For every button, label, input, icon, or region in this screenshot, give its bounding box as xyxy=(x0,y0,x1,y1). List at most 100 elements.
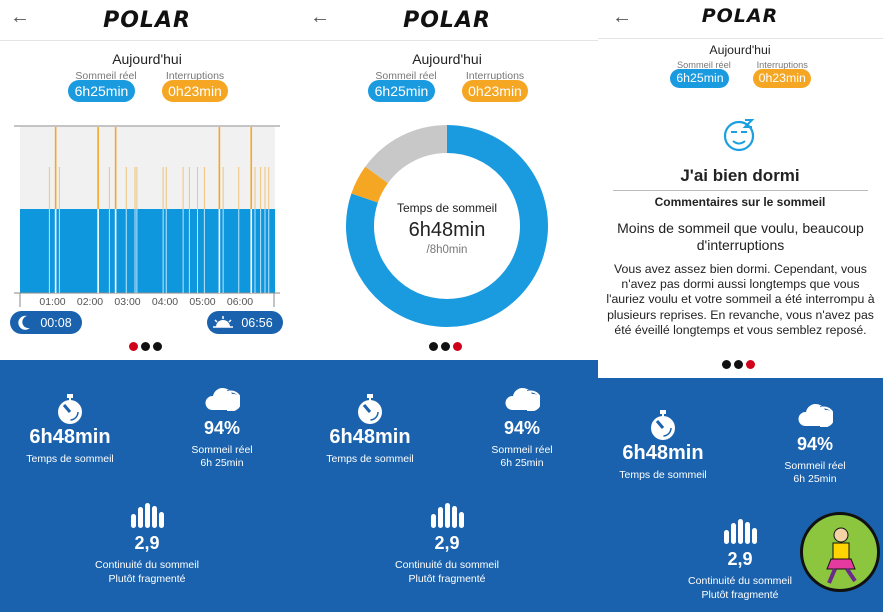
real-sleep-percent: 94% xyxy=(796,434,834,454)
page-dot[interactable] xyxy=(746,360,755,369)
sleep-time-value: 6h48min xyxy=(622,442,704,464)
page-dot[interactable] xyxy=(734,360,743,369)
x-tick-label: 02:00 xyxy=(76,296,104,308)
panel-sleep-timeline: ← POLAR Aujourd'hui Sommeil réel Interruptio… xyxy=(0,0,298,612)
donut-slice xyxy=(365,125,448,184)
donut-slice xyxy=(346,125,548,327)
header-divider xyxy=(298,40,598,41)
polar-logo: POLAR xyxy=(403,8,491,33)
page-dot[interactable] xyxy=(129,342,138,351)
page-dot[interactable] xyxy=(429,342,438,351)
page-dot[interactable] xyxy=(453,342,462,351)
date-label: Aujourd'hui xyxy=(112,51,182,67)
donut-goal: /8h0min xyxy=(426,244,468,256)
real-sleep-label: Sommeil réel xyxy=(75,70,137,82)
cloud-icon xyxy=(204,384,242,414)
page-dot[interactable] xyxy=(722,360,731,369)
real-sleep-percent: 94% xyxy=(203,418,241,438)
continuity-description: Plutôt fragmenté xyxy=(701,589,779,601)
real-sleep-stat-time: 6h 25min xyxy=(200,457,244,469)
x-tick-label: 05:00 xyxy=(189,296,216,308)
page-dot[interactable] xyxy=(153,342,162,351)
moon-icon xyxy=(16,314,32,331)
interruptions-pill: 0h23min xyxy=(753,68,812,88)
stopwatch-icon xyxy=(646,408,680,442)
real-sleep-stat-label: Sommeil réel xyxy=(491,444,553,456)
real-sleep-stat-time: 6h 25min xyxy=(500,457,544,469)
polar-logo: POLAR xyxy=(103,8,191,33)
sleep-donut-chart xyxy=(298,0,598,360)
runner-cartoon-icon xyxy=(821,525,861,585)
runner-life-watermark xyxy=(800,512,880,592)
feedback-title: J'ai bien dormi xyxy=(680,166,800,185)
sleep-timeline-chart xyxy=(0,125,298,310)
feedback-body: Vous avez assez bien dormi. Cependant, v… xyxy=(606,262,875,337)
date-label: Aujourd'hui xyxy=(709,43,771,57)
real-sleep-label: Sommeil réel xyxy=(676,59,731,70)
panel-sleep-feedback: ← POLAR Aujourd'hui Sommeil réel Interruptio… xyxy=(598,0,883,612)
real-sleep-pill: 6h25min xyxy=(68,80,135,102)
stopwatch-icon xyxy=(53,392,87,426)
x-tick-label: 06:00 xyxy=(226,296,254,308)
x-tick-label: 01:00 xyxy=(39,296,66,308)
interruptions-label: Interruptions xyxy=(165,70,225,82)
sleepy-smiley-icon xyxy=(723,118,757,152)
sleep-time-value: 6h48min xyxy=(329,426,411,448)
continuity-label: Continuité du sommeil xyxy=(688,575,792,587)
sleep-time-value: 6h48min xyxy=(29,426,111,448)
page-indicator[interactable] xyxy=(722,360,758,370)
continuity-description: Plutôt fragmenté xyxy=(408,573,486,585)
wake-time-value: 06:56 xyxy=(241,315,273,330)
continuity-value: 2,9 xyxy=(434,533,460,553)
polar-logo: POLAR xyxy=(701,5,779,27)
stats-panel xyxy=(298,360,598,612)
continuity-value: 2,9 xyxy=(727,549,753,569)
cloud-icon xyxy=(504,384,542,414)
page-dot[interactable] xyxy=(141,342,150,351)
sleep-time-label: Temps de sommeil xyxy=(326,453,414,465)
real-sleep-stat-label: Sommeil réel xyxy=(191,444,253,456)
real-sleep-stat-label: Sommeil réel xyxy=(784,460,846,472)
stats-panel xyxy=(0,360,298,612)
page-indicator[interactable] xyxy=(129,342,165,352)
header-divider xyxy=(598,38,883,39)
donut-slice xyxy=(351,166,389,204)
date-label: Aujourd'hui xyxy=(412,51,482,67)
bedtime-pill: 00:08 xyxy=(10,311,82,334)
interruptions-label: Interruptions xyxy=(465,70,525,82)
real-sleep-pill: 6h25min xyxy=(670,68,730,88)
continuity-label: Continuité du sommeil xyxy=(395,559,499,571)
x-tick-label: 04:00 xyxy=(151,296,179,308)
back-button[interactable]: ← xyxy=(310,6,330,28)
panel-sleep-donut: ← POLAR Aujourd'hui Sommeil réel Interruptio… xyxy=(298,0,598,612)
donut-value: 6h48min xyxy=(408,219,486,241)
interruptions-label: Interruptions xyxy=(756,59,808,70)
x-tick-label: 03:00 xyxy=(114,296,141,308)
continuity-bars-icon xyxy=(129,500,166,530)
interruptions-pill: 0h23min xyxy=(462,80,528,102)
real-sleep-stat-time: 6h 25min xyxy=(793,473,837,485)
real-sleep-pill: 6h25min xyxy=(368,80,435,102)
feedback-section-title: Commentaires sur le sommeil xyxy=(654,195,826,209)
continuity-label: Continuité du sommeil xyxy=(95,559,199,571)
sleep-time-label: Temps de sommeil xyxy=(26,453,114,465)
continuity-bars-icon xyxy=(722,516,759,546)
back-button[interactable]: ← xyxy=(10,6,30,28)
real-sleep-percent: 94% xyxy=(503,418,541,438)
real-sleep-label: Sommeil réel xyxy=(375,70,437,82)
header-divider xyxy=(0,40,298,41)
feedback-headline: Moins de sommeil que voulu, beaucoup d'i… xyxy=(617,220,864,253)
sleep-time-label: Temps de sommeil xyxy=(619,469,707,481)
continuity-value: 2,9 xyxy=(134,533,160,553)
cloud-icon xyxy=(797,400,835,430)
sunrise-icon xyxy=(212,315,234,330)
continuity-description: Plutôt fragmenté xyxy=(108,573,186,585)
stopwatch-icon xyxy=(353,392,387,426)
back-button[interactable]: ← xyxy=(612,6,632,28)
feedback-divider xyxy=(613,190,868,191)
page-indicator[interactable] xyxy=(429,342,465,352)
wake-time-pill: 06:56 xyxy=(207,311,283,334)
bedtime-value: 00:08 xyxy=(40,315,72,330)
page-dot[interactable] xyxy=(441,342,450,351)
interruptions-pill: 0h23min xyxy=(162,80,228,102)
